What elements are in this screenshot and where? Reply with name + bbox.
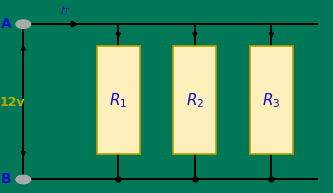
Bar bbox=[173, 46, 216, 154]
Bar bbox=[97, 46, 140, 154]
Text: B: B bbox=[1, 173, 12, 186]
Circle shape bbox=[16, 20, 31, 28]
Circle shape bbox=[16, 175, 31, 184]
Text: $I_2$: $I_2$ bbox=[199, 47, 208, 61]
Text: $R_3$: $R_3$ bbox=[262, 91, 281, 110]
Text: $I_1$: $I_1$ bbox=[122, 47, 131, 61]
Text: $R_2$: $R_2$ bbox=[186, 91, 204, 110]
Text: A: A bbox=[1, 17, 12, 31]
Bar bbox=[250, 46, 293, 154]
Text: $I_T$: $I_T$ bbox=[60, 4, 70, 18]
Text: $I_3$: $I_3$ bbox=[275, 47, 284, 61]
Text: 12v: 12v bbox=[0, 96, 25, 109]
Text: $R_1$: $R_1$ bbox=[109, 91, 127, 110]
